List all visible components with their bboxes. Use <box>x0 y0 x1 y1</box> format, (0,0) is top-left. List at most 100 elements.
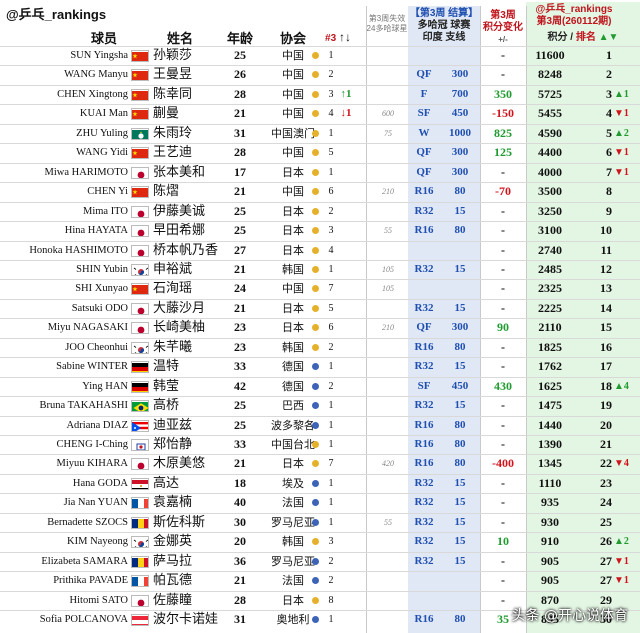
player-name-en: JOO Cheonhui <box>65 342 128 353</box>
player-name-en: Miyu NAGASAKI <box>47 322 128 333</box>
table-row: SHI Xunyao 石洵瑶 24 中国 7 105 - 2325 13 <box>0 278 640 299</box>
points-change: - <box>501 495 505 509</box>
current-points: 4590 <box>538 126 562 140</box>
player-name-cn: 蒯曼 <box>153 106 180 121</box>
flag-icon <box>131 264 149 276</box>
current-rank: 7 <box>606 165 612 179</box>
flag-icon <box>131 128 149 140</box>
current-rank: 6 <box>606 145 612 159</box>
player-association: 韩国 <box>282 263 304 276</box>
current-points: 1475 <box>538 398 562 412</box>
player-name-en: Miwa HARIMOTO <box>44 167 128 178</box>
seed-change-arrow <box>338 590 354 611</box>
player-name-en: Jia Nan YUAN <box>63 497 128 508</box>
event-points: 80 <box>454 419 466 431</box>
association-dot-icon <box>312 538 319 545</box>
flag-icon <box>131 108 149 120</box>
player-name-en: Adriana DIAZ <box>66 420 128 431</box>
player-name-en: Hitomi SATO <box>69 595 128 606</box>
flag-icon <box>131 89 149 101</box>
flag-icon <box>131 147 149 159</box>
association-seed: 2 <box>328 342 334 353</box>
row-divider <box>0 241 640 242</box>
event-points <box>440 278 480 299</box>
seed-change-arrow <box>338 278 354 299</box>
expiring-points <box>368 473 408 494</box>
header-rank-arrows: ▲▼ <box>598 32 619 43</box>
table-row: KIM Nayeong 金娜英 20 韩国 3 R32 15 10 910 26 ▲2 <box>0 531 640 552</box>
rank-movement <box>614 356 640 377</box>
header-seed-label: #3 <box>325 33 337 44</box>
player-association: 巴西 <box>282 399 304 412</box>
rank-movement <box>614 278 640 299</box>
expiring-points <box>368 590 408 611</box>
event-points: 80 <box>454 613 466 625</box>
rank-movement: ▼1 <box>614 575 629 586</box>
association-dot-icon <box>312 247 319 254</box>
current-points: 4400 <box>538 145 562 159</box>
row-divider <box>0 85 640 86</box>
row-divider <box>0 182 640 183</box>
event-points: 15 <box>454 399 466 411</box>
row-divider <box>0 552 640 553</box>
player-age: 33 <box>234 359 246 373</box>
association-dot-icon <box>312 169 319 176</box>
expiring-points <box>368 240 408 261</box>
player-association: 日本 <box>282 166 304 179</box>
expiring-points: 210 <box>382 323 394 332</box>
player-age: 21 <box>234 456 246 470</box>
event-result: W <box>418 127 430 139</box>
player-age: 21 <box>234 106 246 120</box>
player-age: 21 <box>234 301 246 315</box>
table-row: Miyu NAGASAKI 长崎美柚 23 日本 6 210 QF 300 90 2110 15 <box>0 317 640 338</box>
table-row: SHIN Yubin 申裕斌 21 韩国 1 105 R32 15 - 2485 12 <box>0 259 640 280</box>
current-rank: 11 <box>600 243 612 257</box>
association-dot-icon <box>312 441 319 448</box>
event-result: QF <box>416 68 432 80</box>
player-name-en: Sabine WINTER <box>56 361 128 372</box>
rank-movement <box>614 492 640 513</box>
event-points: 15 <box>454 477 466 489</box>
player-association: 奥地利 <box>276 613 310 626</box>
player-name-cn: 斯佐科斯 <box>153 515 206 530</box>
points-change: 35 <box>497 612 509 626</box>
current-points: 1440 <box>538 418 562 432</box>
seed-change-arrow <box>338 492 354 513</box>
event-result <box>409 240 439 261</box>
expiring-points: 420 <box>382 459 394 468</box>
player-name-cn: 大藤沙月 <box>153 301 206 316</box>
player-name-cn: 张本美和 <box>153 165 206 180</box>
seed-change-arrow <box>338 220 354 241</box>
association-seed: 5 <box>328 303 334 314</box>
event-result: SF <box>417 107 431 119</box>
player-name-en: Mima ITO <box>82 206 128 217</box>
event-points: 80 <box>454 341 466 353</box>
rank-movement <box>614 220 640 241</box>
association-dot-icon <box>312 305 319 312</box>
seed-change-arrow <box>338 376 354 397</box>
points-change: - <box>501 476 505 490</box>
header-change-line2: 积分变化 <box>483 22 523 33</box>
expiring-points <box>368 551 408 572</box>
current-points: 905 <box>541 573 559 587</box>
table-row: WANG Yidi 王艺迪 28 中国 5 QF 300 125 4400 6 ▼1 <box>0 142 640 163</box>
current-points: 3100 <box>538 223 562 237</box>
current-rank: 24 <box>600 495 612 509</box>
association-seed: 1 <box>328 167 334 178</box>
points-change: - <box>501 359 505 373</box>
event-points <box>440 240 480 261</box>
association-seed: 2 <box>328 69 334 80</box>
association-seed: 6 <box>328 186 334 197</box>
flag-icon <box>131 556 149 568</box>
player-age: 42 <box>234 379 246 393</box>
event-result: R32 <box>414 555 434 567</box>
player-age: 23 <box>234 320 246 334</box>
event-result: R32 <box>414 263 434 275</box>
event-points <box>440 590 480 611</box>
association-seed: 2 <box>328 206 334 217</box>
association-seed: 1 <box>328 439 334 450</box>
association-seed: 1 <box>328 128 334 139</box>
association-dot-icon <box>312 460 319 467</box>
current-points: 910 <box>541 534 559 548</box>
header-pts24-line2: 24多哈球星 <box>366 24 408 33</box>
